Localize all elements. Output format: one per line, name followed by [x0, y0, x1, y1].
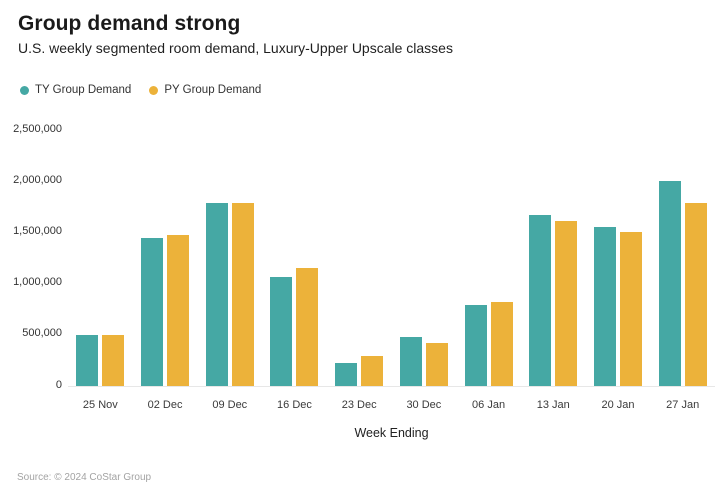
legend-item-py-group-demand[interactable]: PY Group Demand [149, 84, 261, 96]
chart-title: Group demand strong [18, 12, 241, 35]
bar-group-16-dec [262, 130, 327, 386]
bar-ty-group-demand-30-dec [399, 337, 422, 386]
legend-label: TY Group Demand [35, 84, 132, 96]
x-tick-label-02-dec: 02 Dec [147, 399, 183, 411]
x-tick-label-06-jan: 06 Jan [472, 399, 506, 411]
x-axis-title: Week Ending [354, 426, 429, 440]
y-tick-label: 1,000,000 [13, 276, 62, 289]
x-tick-label-23-dec: 23 Dec [341, 399, 377, 411]
y-tick-label: 2,500,000 [13, 122, 62, 135]
x-tick-label-25-nov: 25 Nov [82, 399, 118, 411]
bar-group-25-nov [68, 130, 133, 386]
bar-py-group-demand-27-jan [684, 203, 707, 386]
plot-area [68, 130, 715, 386]
bar-py-group-demand-16-dec [296, 268, 319, 386]
source-credit: Source: © 2024 CoStar Group [17, 472, 152, 483]
legend-label: PY Group Demand [164, 84, 262, 96]
bar-group-02-dec [133, 130, 198, 386]
bar-ty-group-demand-09-dec [205, 203, 228, 386]
x-tick-label-13-jan: 13 Jan [536, 399, 570, 411]
bar-ty-group-demand-23-dec [335, 363, 358, 386]
bar-py-group-demand-30-dec [425, 343, 448, 386]
bar-ty-group-demand-25-nov [76, 335, 99, 386]
bar-py-group-demand-02-dec [167, 235, 190, 386]
legend-item-ty-group-demand[interactable]: TY Group Demand [20, 84, 131, 96]
bar-py-group-demand-09-dec [231, 203, 254, 386]
y-tick-label: 2,000,000 [13, 173, 62, 186]
bar-ty-group-demand-02-dec [141, 238, 164, 386]
y-axis: 0 500,000 1,000,000 1,500,000 2,000,000 2,500… [0, 0, 62, 497]
bar-py-group-demand-06-jan [490, 302, 513, 386]
x-tick-label-16-dec: 16 Dec [277, 399, 312, 411]
bar-group-13-jan [521, 130, 586, 386]
bar-group-23-dec [327, 130, 392, 386]
bar-py-group-demand-20-jan [619, 232, 642, 386]
y-tick-label: 1,500,000 [13, 224, 62, 237]
x-tick-label-20-jan: 20 Jan [601, 399, 635, 411]
bar-py-group-demand-25-nov [102, 335, 125, 386]
legend-dot-icon [149, 85, 159, 95]
bar-group-27-jan [650, 130, 715, 386]
bar-group-30-dec [392, 130, 457, 386]
bar-group-20-jan [586, 130, 651, 386]
bar-ty-group-demand-27-jan [658, 181, 681, 386]
bar-ty-group-demand-20-jan [593, 227, 616, 386]
bar-py-group-demand-13-jan [555, 221, 578, 386]
bar-ty-group-demand-06-jan [464, 305, 487, 386]
x-tick-label-30-dec: 30 Dec [406, 399, 442, 411]
bar-group-06-jan [456, 130, 521, 386]
legend: TY Group Demand PY Group Demand [20, 84, 261, 96]
y-tick-label: 500,000 [22, 327, 62, 340]
bar-ty-group-demand-13-jan [529, 215, 552, 386]
bar-ty-group-demand-16-dec [270, 277, 293, 386]
bar-group-09-dec [197, 130, 262, 386]
x-tick-label-09-dec: 09 Dec [212, 399, 248, 411]
x-axis-baseline [68, 386, 715, 387]
legend-dot-icon [20, 85, 29, 95]
chart-subtitle: U.S. weekly segmented room demand, Luxur… [18, 40, 453, 56]
x-axis: 25 Nov 02 Dec 09 Dec 16 Dec 23 Dec 30 Dec 06 J… [68, 398, 715, 412]
bar-py-group-demand-23-dec [361, 356, 384, 386]
y-tick-label: 0 [55, 378, 62, 391]
x-tick-label-27-jan: 27 Jan [666, 399, 700, 411]
